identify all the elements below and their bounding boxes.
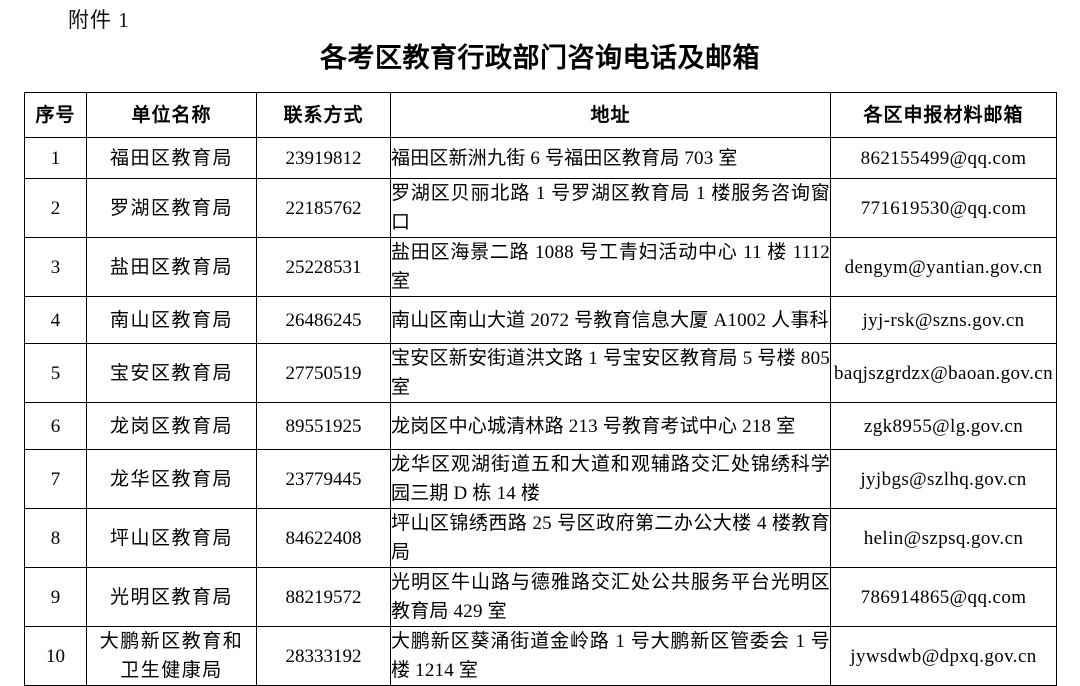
cell-email: 771619530@qq.com (830, 178, 1057, 238)
cell-address: 大鹏新区葵涌街道金岭路 1 号大鹏新区管委会 1 号楼 1214 室 (390, 626, 831, 686)
cell-phone: 22185762 (256, 178, 391, 238)
page-title: 各考区教育行政部门咨询电话及邮箱 (320, 43, 760, 73)
cell-email: baqjszgrdzx@baoan.gov.cn (830, 343, 1057, 403)
cell-address: 坪山区锦绣西路 25 号区政府第二办公大楼 4 楼教育局 (390, 508, 831, 568)
column-header-email: 各区申报材料邮箱 (830, 92, 1057, 138)
table-row: 10 大鹏新区教育和 卫生健康局 28333192 大鹏新区葵涌街道金岭路 1 号大鹏新… (24, 626, 1057, 686)
cell-address: 光明区牛山路与德雅路交汇处公共服务平台光明区教育局 429 室 (390, 567, 831, 627)
cell-phone: 88219572 (256, 567, 391, 627)
table-body: 1 福田区教育局 23919812 福田区新洲九街 6 号福田区教育局 703 室 86… (24, 137, 1057, 686)
table-header: 序号 单位名称 联系方式 地址 各区申报材料邮箱 (24, 92, 1057, 138)
cell-phone: 25228531 (256, 237, 391, 297)
unit-name-line: 卫生健康局 (120, 660, 223, 681)
cell-unit-name: 南山区教育局 (86, 296, 257, 344)
contact-table-container: 序号 单位名称 联系方式 地址 各区申报材料邮箱 1 福田区教育局 23919812… (24, 92, 1057, 686)
cell-email: 862155499@qq.com (830, 137, 1057, 179)
attachment-label: 附件 1 (68, 8, 130, 32)
cell-phone: 23779445 (256, 449, 391, 509)
cell-unit-name: 罗湖区教育局 (86, 178, 257, 238)
cell-sequence: 9 (24, 567, 87, 627)
cell-unit-name: 光明区教育局 (86, 567, 257, 627)
cell-address: 福田区新洲九街 6 号福田区教育局 703 室 (390, 137, 831, 179)
table-row: 3 盐田区教育局 25228531 盐田区海景二路 1088 号工青妇活动中心 11 … (24, 237, 1057, 297)
table-row: 6 龙岗区教育局 89551925 龙岗区中心城清林路 213 号教育考试中心 218… (24, 402, 1057, 450)
cell-unit-name: 盐田区教育局 (86, 237, 257, 297)
cell-sequence: 4 (24, 296, 87, 344)
cell-sequence: 8 (24, 508, 87, 568)
cell-phone: 27750519 (256, 343, 391, 403)
table-row: 4 南山区教育局 26486245 南山区南山大道 2072 号教育信息大厦 A100… (24, 296, 1057, 344)
cell-sequence: 3 (24, 237, 87, 297)
cell-sequence: 1 (24, 137, 87, 179)
cell-unit-name: 龙岗区教育局 (86, 402, 257, 450)
cell-address: 龙华区观湖街道五和大道和观辅路交汇处锦绣科学园三期 D 栋 14 楼 (390, 449, 831, 509)
column-header-phone: 联系方式 (256, 92, 391, 138)
cell-email: dengym@yantian.gov.cn (830, 237, 1057, 297)
cell-unit-name: 大鹏新区教育和 卫生健康局 (86, 626, 257, 686)
cell-phone: 89551925 (256, 402, 391, 450)
cell-email: zgk8955@lg.gov.cn (830, 402, 1057, 450)
cell-unit-name: 福田区教育局 (86, 137, 257, 179)
cell-sequence: 2 (24, 178, 87, 238)
cell-address: 宝安区新安街道洪文路 1 号宝安区教育局 5 号楼 805 室 (390, 343, 831, 403)
cell-phone: 23919812 (256, 137, 391, 179)
column-header-unit: 单位名称 (86, 92, 257, 138)
cell-email: jyjbgs@szlhq.gov.cn (830, 449, 1057, 509)
contact-table: 序号 单位名称 联系方式 地址 各区申报材料邮箱 1 福田区教育局 23919812… (24, 92, 1057, 686)
cell-unit-name: 坪山区教育局 (86, 508, 257, 568)
table-row: 2 罗湖区教育局 22185762 罗湖区贝丽北路 1 号罗湖区教育局 1 楼服务咨询… (24, 178, 1057, 238)
table-row: 5 宝安区教育局 27750519 宝安区新安街道洪文路 1 号宝安区教育局 5 号楼… (24, 343, 1057, 403)
cell-sequence: 10 (24, 626, 87, 686)
cell-email: jyj-rsk@szns.gov.cn (830, 296, 1057, 344)
cell-sequence: 5 (24, 343, 87, 403)
column-header-address: 地址 (390, 92, 831, 138)
cell-phone: 84622408 (256, 508, 391, 568)
column-header-seq: 序号 (24, 92, 87, 138)
cell-unit-name: 宝安区教育局 (86, 343, 257, 403)
table-row: 1 福田区教育局 23919812 福田区新洲九街 6 号福田区教育局 703 室 86… (24, 137, 1057, 179)
table-header-row: 序号 单位名称 联系方式 地址 各区申报材料邮箱 (24, 92, 1057, 138)
cell-address: 龙岗区中心城清林路 213 号教育考试中心 218 室 (390, 402, 831, 450)
table-row: 7 龙华区教育局 23779445 龙华区观湖街道五和大道和观辅路交汇处锦绣科学园三期… (24, 449, 1057, 509)
cell-email: jywsdwb@dpxq.gov.cn (830, 626, 1057, 686)
table-row: 8 坪山区教育局 84622408 坪山区锦绣西路 25 号区政府第二办公大楼 4 楼… (24, 508, 1057, 568)
cell-address: 罗湖区贝丽北路 1 号罗湖区教育局 1 楼服务咨询窗口 (390, 178, 831, 238)
cell-email: helin@szpsq.gov.cn (830, 508, 1057, 568)
cell-sequence: 7 (24, 449, 87, 509)
cell-sequence: 6 (24, 402, 87, 450)
cell-address: 盐田区海景二路 1088 号工青妇活动中心 11 楼 1112 室 (390, 237, 831, 297)
document-page: 附件 1 各考区教育行政部门咨询电话及邮箱 序号 单位名称 联系方式 地址 各区… (24, 8, 1057, 686)
cell-phone: 26486245 (256, 296, 391, 344)
table-row: 9 光明区教育局 88219572 光明区牛山路与德雅路交汇处公共服务平台光明区教育局… (24, 567, 1057, 627)
cell-email: 786914865@qq.com (830, 567, 1057, 627)
cell-phone: 28333192 (256, 626, 391, 686)
cell-address: 南山区南山大道 2072 号教育信息大厦 A1002 人事科 (390, 296, 831, 344)
unit-name-line: 大鹏新区教育和 (99, 631, 244, 652)
cell-unit-name: 龙华区教育局 (86, 449, 257, 509)
